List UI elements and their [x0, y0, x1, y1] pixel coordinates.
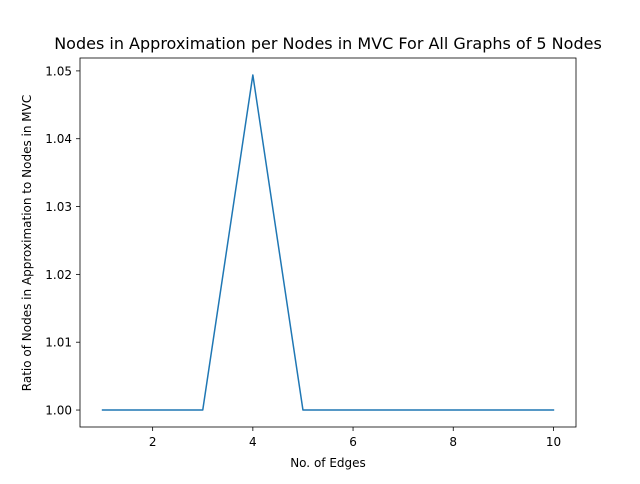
y-tick-label: 1.04 [45, 132, 72, 146]
y-axis-label: Ratio of Nodes in Approximation to Nodes… [20, 95, 34, 391]
x-tick-label: 10 [546, 435, 561, 449]
y-tick-label: 1.02 [45, 268, 72, 282]
x-tick-label: 2 [149, 435, 157, 449]
x-tick-label: 8 [449, 435, 457, 449]
y-tick-label: 1.00 [45, 404, 72, 418]
chart-title: Nodes in Approximation per Nodes in MVC … [54, 34, 602, 53]
y-tick-label: 1.05 [45, 64, 72, 78]
y-tick-label: 1.03 [45, 200, 72, 214]
series-line-1 [101, 74, 555, 411]
x-tick-label: 4 [249, 435, 257, 449]
y-tick-label: 1.01 [45, 336, 72, 350]
x-tick-label: 6 [349, 435, 357, 449]
axes-frame [79, 57, 577, 428]
x-axis-label: No. of Edges [290, 456, 366, 470]
plot-area: 2 4 6 8 10 1.00 1.01 1.02 1.03 1.04 1.05 [45, 57, 577, 449]
